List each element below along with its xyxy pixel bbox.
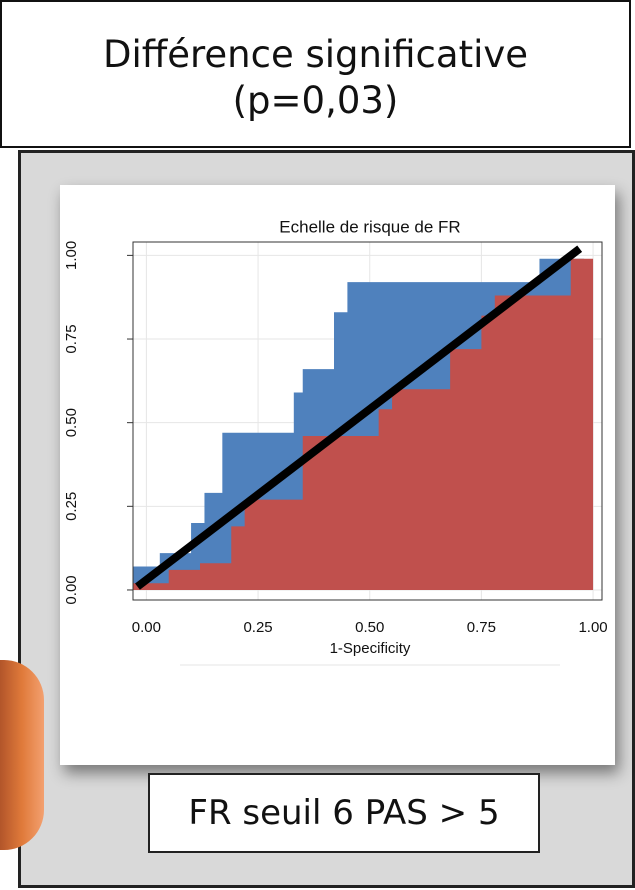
chart: Echelle de risque de FR 1-Specificity 0.… (0, 0, 635, 890)
x-axis-label: 1-Specificity (330, 640, 411, 657)
chart-title: Echelle de risque de FR (279, 217, 460, 236)
slide: Différence significative (p=0,03) Echell… (0, 0, 635, 890)
x-tick-label: 0.00 (132, 619, 161, 636)
y-tick-label: 1.00 (63, 241, 80, 270)
x-tick-label: 0.25 (243, 619, 272, 636)
y-tick-label: 0.75 (63, 324, 80, 353)
y-tick-label: 0.50 (63, 408, 80, 437)
y-tick-label: 0.25 (63, 492, 80, 521)
x-tick-label: 0.75 (467, 619, 496, 636)
y-tick-label: 0.00 (63, 575, 80, 604)
x-tick-label: 0.50 (355, 619, 384, 636)
x-tick-label: 1.00 (578, 619, 607, 636)
caption: FR seuil 6 PAS > 5 (148, 773, 540, 853)
